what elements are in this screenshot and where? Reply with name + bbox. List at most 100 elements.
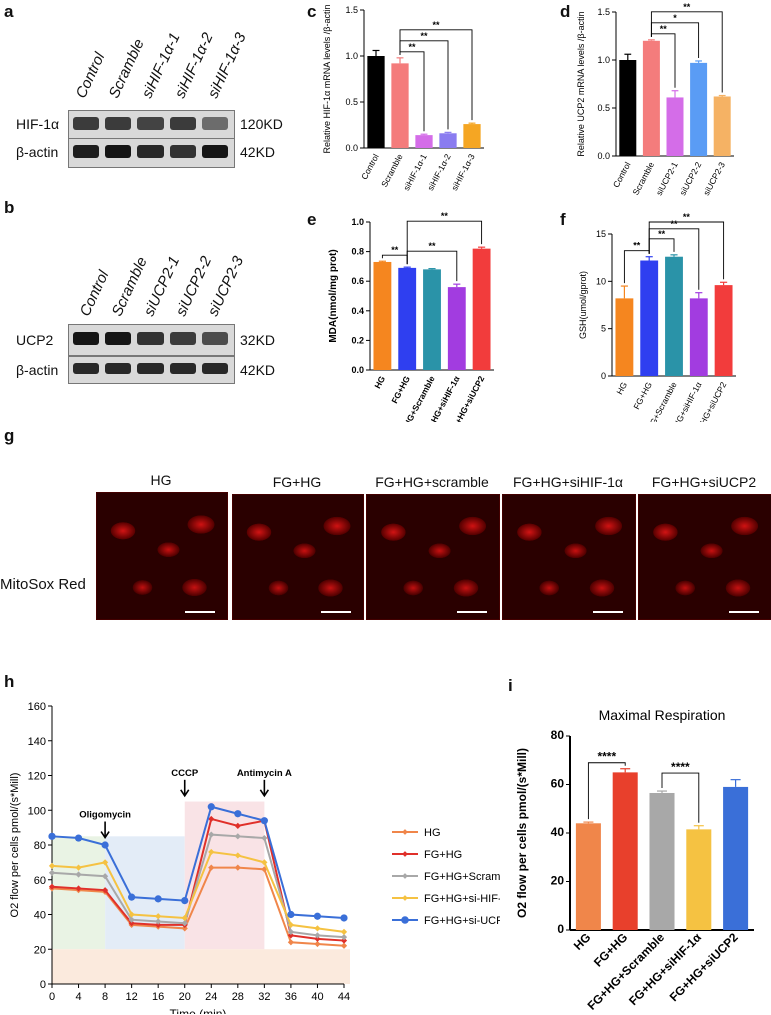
y-tick-label: 40 [34, 910, 46, 922]
significance-label: * [673, 13, 677, 23]
scale-bar [321, 611, 351, 613]
blot-kd-label: 32KD [240, 332, 276, 348]
panel-letter-d: d [560, 2, 571, 21]
significance-bracket [648, 238, 675, 254]
x-tick-label: 32 [258, 991, 270, 1003]
y-tick-label: 0 [601, 371, 606, 381]
x-tick-label: Scramble [630, 160, 656, 197]
series-line [51, 850, 345, 933]
data-point [154, 895, 162, 903]
blot-band [169, 117, 196, 130]
data-point [155, 918, 162, 925]
x-tick-label: 28 [232, 991, 244, 1003]
data-point [340, 928, 348, 935]
significance-label: ** [441, 212, 449, 221]
series-line [51, 866, 345, 947]
blot-band [201, 117, 228, 130]
y-tick-label: 140 [28, 736, 46, 748]
data-point [234, 864, 241, 871]
blot-row-label: UCP2 [16, 332, 54, 348]
blot-band [137, 145, 164, 158]
panel-letter-h: h [4, 672, 15, 691]
data-point [208, 864, 215, 871]
significance-bracket [406, 220, 483, 265]
x-tick-label: 0 [49, 991, 55, 1003]
blot-band [137, 117, 164, 130]
bar [666, 97, 684, 156]
blot-band [169, 331, 196, 345]
bar [463, 124, 481, 148]
series-line [51, 805, 345, 919]
x-tick-label: HG [614, 380, 629, 396]
significance-bracket [661, 772, 700, 823]
phase-region-antimycin [52, 949, 350, 984]
bar [619, 60, 637, 156]
blot-kd-label: 120KD [240, 116, 283, 132]
y-tick-label: 0.0 [597, 151, 610, 161]
x-tick-label: 20 [179, 991, 191, 1003]
bar [575, 823, 601, 930]
bar [640, 260, 659, 376]
data-point [234, 810, 242, 818]
y-tick-label: 0.8 [351, 247, 364, 257]
blot-band [105, 331, 132, 345]
bar [642, 40, 660, 156]
y-tick-label: 100 [28, 805, 46, 817]
x-tick-label: HG [571, 930, 594, 953]
panel-letter-c: c [307, 2, 317, 21]
blot-band [169, 362, 196, 375]
x-tick-label: Control [611, 160, 633, 189]
blot-band [73, 145, 100, 158]
blot-band [105, 117, 132, 130]
y-tick-label: 1.0 [597, 55, 610, 65]
data-point [128, 893, 136, 901]
y-axis-label: Relative UCP2 mRNA levels /β-actin [576, 11, 586, 156]
annotation-label: Oligomycin [79, 810, 131, 821]
significance-label: ** [683, 212, 691, 222]
x-tick-label: 4 [75, 991, 81, 1003]
y-axis-label: Relative HIF-1α mRNA levels /β-actin [322, 5, 332, 154]
x-tick-label: siUCP2-1 [654, 160, 680, 197]
annotation-label: Antimycin A [237, 768, 292, 779]
significance-label: ** [633, 241, 641, 251]
x-tick-label: 16 [152, 991, 164, 1003]
annotation-arrow-head [180, 789, 190, 798]
blot-kd-label: 42KD [240, 362, 276, 378]
microscopy-row-label: MitoSox Red [0, 576, 86, 593]
data-point [287, 939, 295, 946]
bar [713, 96, 731, 156]
legend-label: FG+HG [424, 849, 462, 861]
bar [690, 62, 708, 156]
x-tick-label: siUCP2-2 [677, 160, 703, 197]
significance-bracket [587, 762, 626, 820]
x-tick-label: Scramble [379, 152, 405, 189]
y-tick-label: 0.2 [351, 335, 364, 345]
x-tick-label: 36 [285, 991, 297, 1003]
bar [689, 298, 708, 376]
y-tick-label: 80 [34, 840, 46, 852]
microscopy-title: FG+HG+siHIF-1α [513, 474, 623, 490]
series-line [51, 817, 345, 942]
data-point [340, 914, 348, 922]
bar [612, 772, 638, 930]
y-tick-label: 0 [557, 922, 564, 936]
blot-row-label: β-actin [16, 362, 59, 378]
blot-band [137, 331, 164, 345]
y-axis-label: O2 flow per cells pmol/(s*Mill) [9, 773, 21, 918]
y-tick-label: 0.0 [351, 365, 364, 375]
bar-chart-e: 0.0 0.2 0.4 0.6 0.8 1.0 MDA(nmol/mg prot) HG FG+… [328, 212, 494, 422]
x-tick-label: 44 [338, 991, 350, 1003]
microscopy-image-sihif [502, 494, 636, 620]
microscopy-title: HG [150, 472, 172, 488]
data-point [314, 925, 321, 932]
x-tick-label: FG+HG+siUCP2 [667, 930, 741, 1004]
microscopy-image-hg [96, 492, 228, 620]
bar [423, 269, 441, 370]
blot-band [201, 331, 228, 345]
x-tick-label: 24 [205, 991, 217, 1003]
legend-label: HG [424, 827, 441, 839]
lane-label: Control [72, 49, 109, 101]
scale-bar [457, 611, 487, 613]
data-point [207, 803, 215, 811]
significance-bracket [399, 29, 473, 121]
